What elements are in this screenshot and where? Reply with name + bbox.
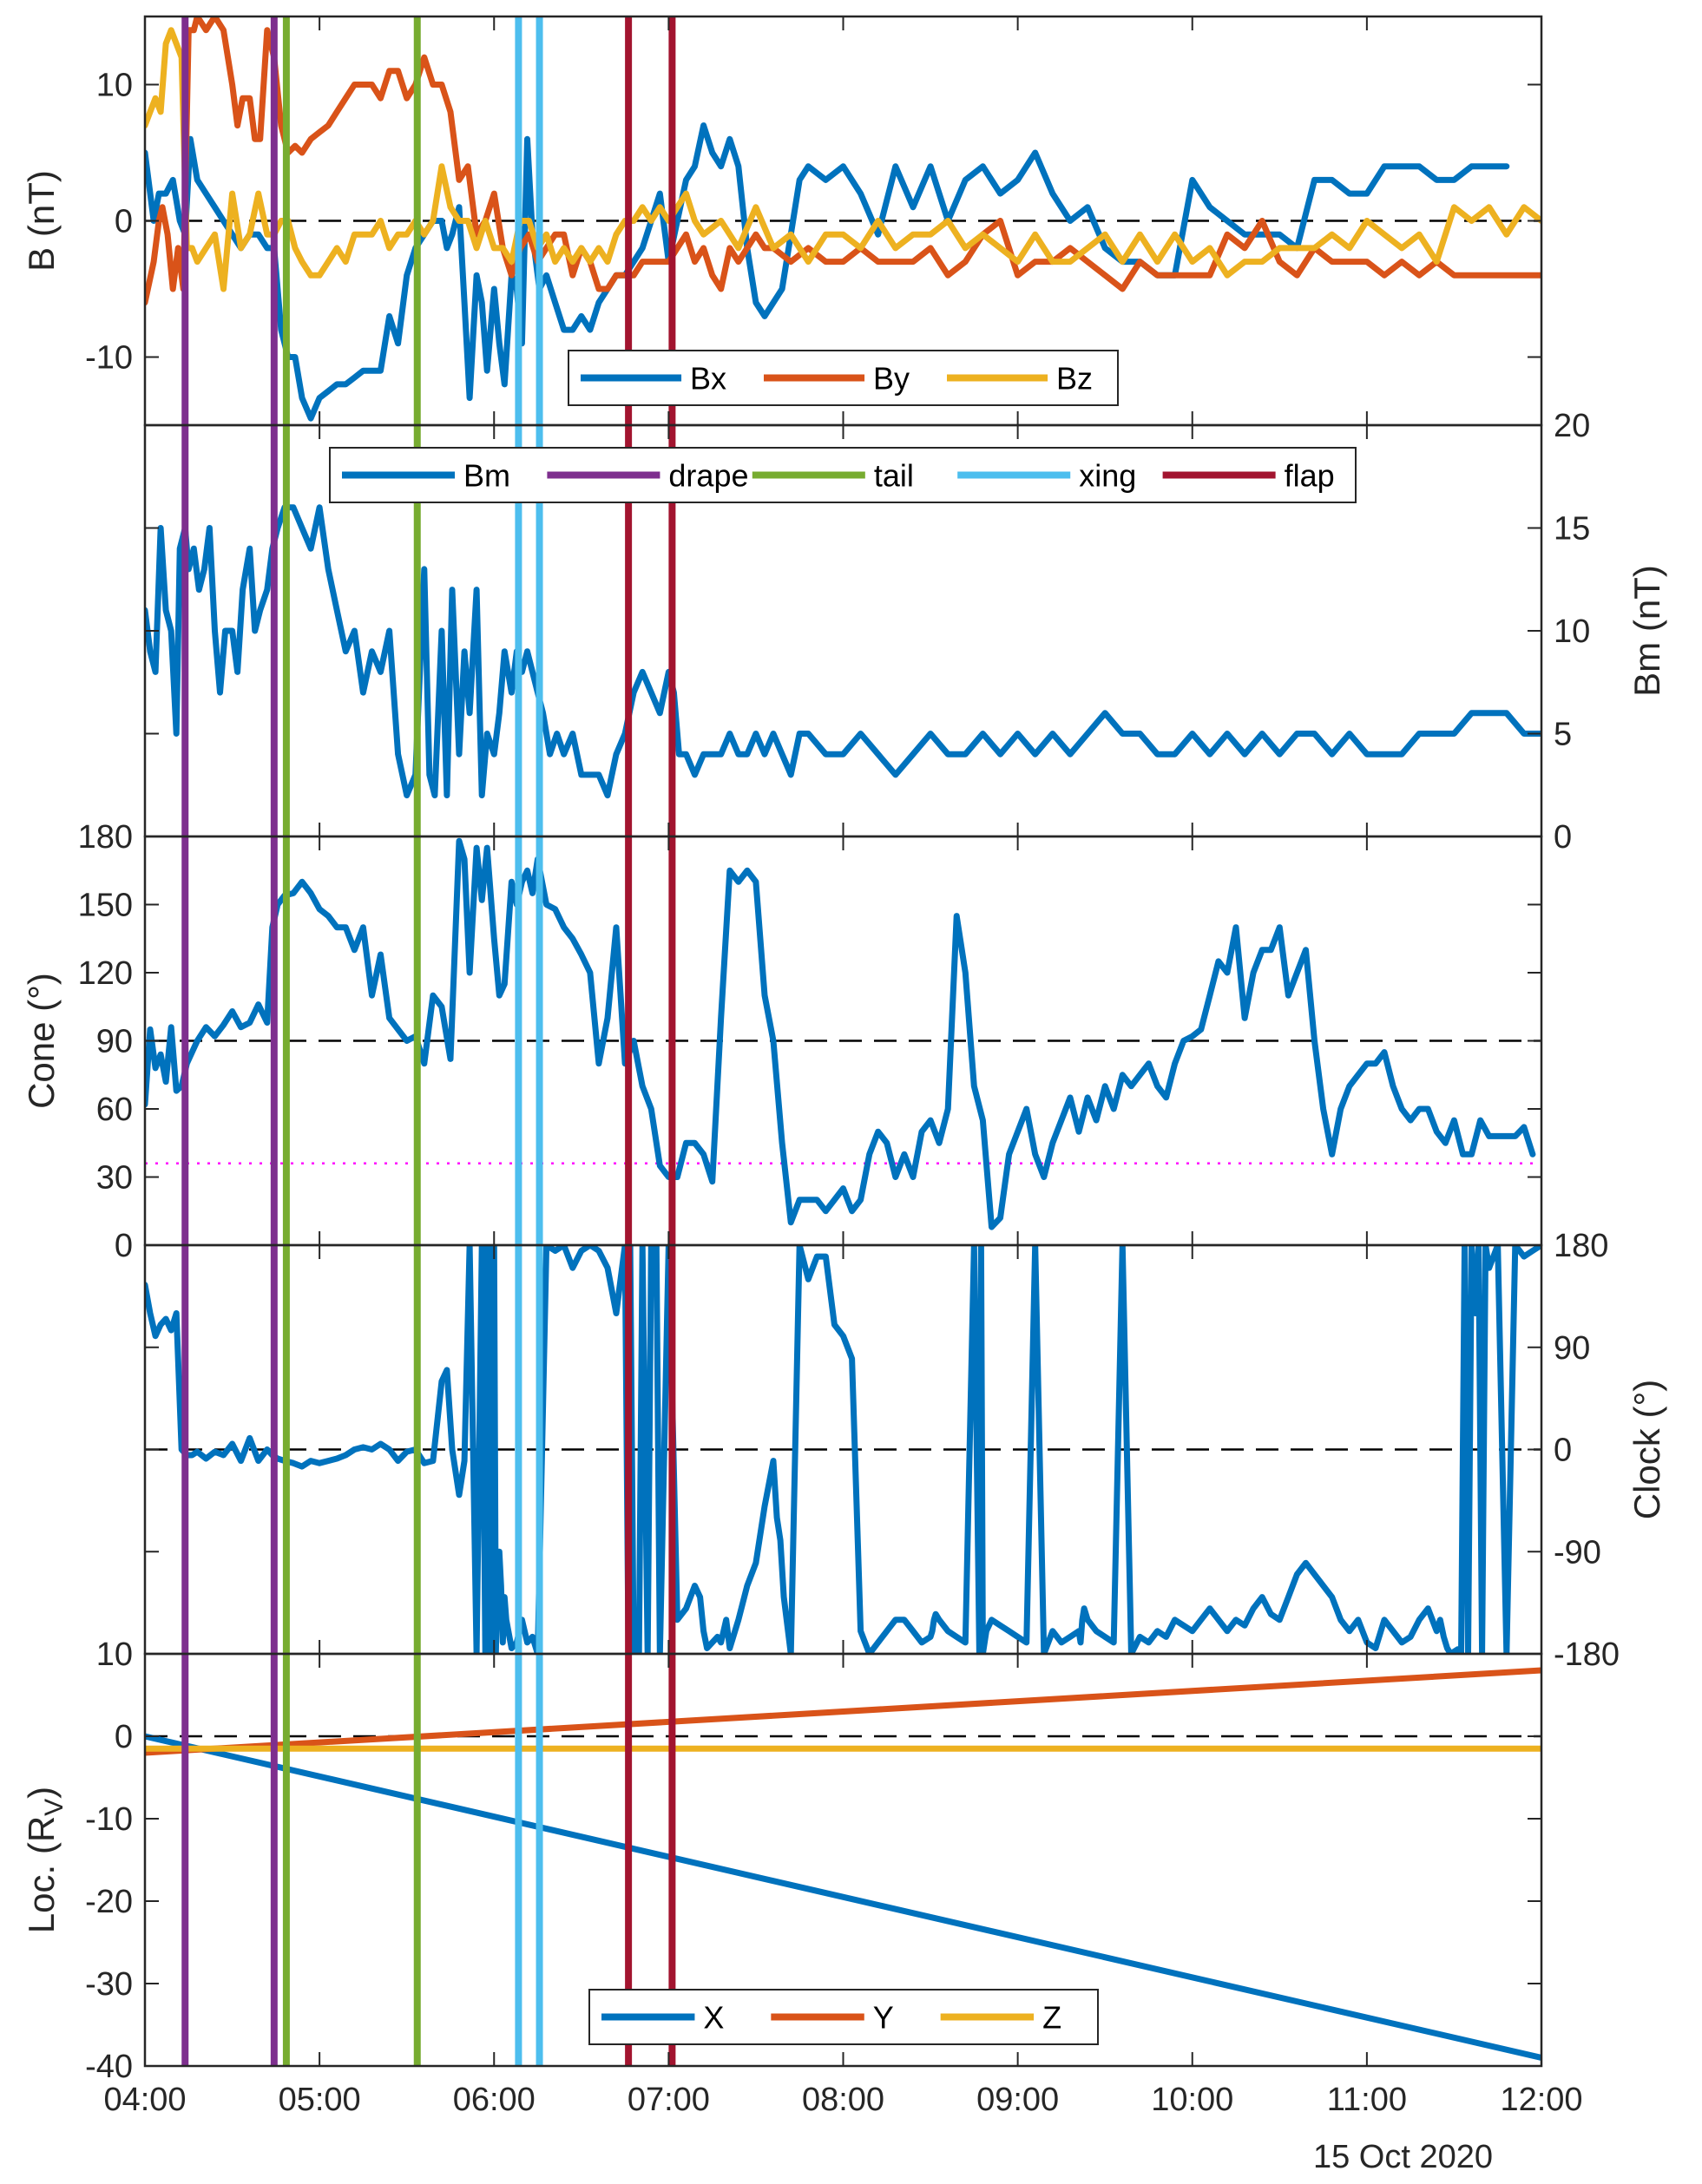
y-axis-label: B (nT) bbox=[21, 170, 62, 272]
y-tick-label: 0 bbox=[115, 1719, 133, 1755]
x-tick-label: 08:00 bbox=[802, 2082, 884, 2118]
y-tick-label: 10 bbox=[96, 68, 133, 104]
legend-label-flap: flap bbox=[1285, 458, 1335, 494]
x-tick-label: 09:00 bbox=[976, 2082, 1059, 2118]
panel-location bbox=[145, 1667, 1541, 2061]
y-tick-label: 10 bbox=[1554, 613, 1590, 650]
panels-layer bbox=[145, 16, 1541, 2061]
panel-b-magnitude bbox=[145, 504, 1541, 799]
y-axis-label-part: Loc. (R bbox=[21, 1816, 62, 1933]
axes-location: -40 -30 -20 -10 0 10 Loc. (RV) bbox=[21, 1636, 1543, 2085]
y-tick-label: 5 bbox=[1554, 717, 1572, 753]
y-axis-label: Clock (°) bbox=[1626, 1380, 1667, 1519]
axes-clock-angle: -180 -90 0 90 180 Clock (°) bbox=[143, 1228, 1667, 1673]
y-tick-label: 180 bbox=[1554, 1228, 1608, 1264]
legend-label-by: By bbox=[873, 361, 910, 397]
y-tick-label: -10 bbox=[85, 1801, 133, 1838]
legend-b-components: Bx By Bz bbox=[568, 350, 1119, 406]
x-axis-date-label: 15 Oct 2020 bbox=[1313, 2139, 1493, 2175]
y-tick-label: 0 bbox=[1554, 1433, 1572, 1469]
y-tick-label: 15 bbox=[1554, 511, 1590, 548]
y-tick-label: 180 bbox=[78, 819, 133, 856]
y-tick-label: -90 bbox=[1554, 1534, 1601, 1571]
legend-label-x: X bbox=[703, 2000, 724, 2036]
y-tick-label: -10 bbox=[85, 340, 133, 377]
y-tick-label: -20 bbox=[85, 1884, 133, 1920]
panel-cone-angle bbox=[145, 837, 1541, 1230]
x-axis: 15 Oct 2020 04:00 05:00 06:00 07:00 08:00 09:… bbox=[103, 2082, 1582, 2175]
y-tick-label: 60 bbox=[96, 1092, 133, 1128]
x-tick-label: 10:00 bbox=[1151, 2082, 1233, 2118]
legend-label-bz: Bz bbox=[1056, 361, 1093, 397]
x-tick-label: 06:00 bbox=[453, 2082, 536, 2118]
legend-label-bx: Bx bbox=[690, 361, 726, 397]
legend-label-y: Y bbox=[873, 2000, 894, 2036]
y-axis-label: Loc. (RV) bbox=[21, 1787, 69, 1933]
y-tick-label: 120 bbox=[78, 955, 133, 992]
x-tick-label: 07:00 bbox=[628, 2082, 710, 2118]
y-tick-label: 0 bbox=[115, 1228, 133, 1264]
x-tick-label: 05:00 bbox=[279, 2082, 361, 2118]
y-tick-label: 0 bbox=[115, 204, 133, 240]
series-line-clock bbox=[145, 1245, 1541, 1654]
y-tick-label: 30 bbox=[96, 1160, 133, 1197]
y-tick-label: -30 bbox=[85, 1966, 133, 2003]
y-tick-label: -40 bbox=[85, 2049, 133, 2085]
y-axis-label: Cone (°) bbox=[21, 973, 62, 1109]
y-tick-label: -180 bbox=[1554, 1636, 1620, 1673]
axes-b-magnitude: 0 5 10 15 20 Bm (nT) bbox=[143, 408, 1667, 856]
axes-b-components: -10 0 10 B (nT) bbox=[21, 15, 1543, 427]
series-line-cone bbox=[145, 837, 1536, 1230]
series-line-by bbox=[145, 16, 1541, 306]
x-tick-label: 11:00 bbox=[1327, 2082, 1407, 2118]
legend-label-tail: tail bbox=[874, 458, 914, 494]
legend-label-bm: Bm bbox=[463, 458, 510, 494]
legend-location: X Y Z bbox=[588, 1989, 1099, 2045]
y-tick-label: 90 bbox=[96, 1024, 133, 1060]
series-line-x bbox=[145, 1733, 1541, 2061]
y-tick-label: 150 bbox=[78, 888, 133, 924]
panel-clock-angle bbox=[145, 1245, 1541, 1654]
y-axis-label-part: V bbox=[40, 1799, 69, 1816]
axes-frames-layer: -10 0 10 B (nT) 0 5 10 15 20 Bm (nT) 0 30 60 90 120 150… bbox=[21, 15, 1667, 2085]
legend-b-magnitude: Bm drape tail xing flap bbox=[329, 447, 1357, 503]
y-tick-label: 90 bbox=[1554, 1330, 1590, 1367]
y-axis-label-part: ) bbox=[21, 1787, 62, 1799]
legend-label-z: Z bbox=[1042, 2000, 1061, 2036]
y-tick-label: 0 bbox=[1554, 819, 1572, 856]
y-axis-label: Bm (nT) bbox=[1626, 565, 1667, 697]
legend-label-drape: drape bbox=[668, 458, 748, 494]
x-tick-label: 04:00 bbox=[103, 2082, 186, 2118]
series-line-y bbox=[145, 1667, 1541, 1756]
panel-b-components bbox=[145, 16, 1541, 422]
event-lines-layer bbox=[181, 16, 676, 2066]
series-line-bm bbox=[145, 504, 1541, 799]
legends-layer: Bx By Bz Bm drape tail xing flap X Y Z bbox=[329, 350, 1357, 2045]
x-tick-label: 12:00 bbox=[1500, 2082, 1582, 2118]
series-line-bz bbox=[145, 27, 1541, 292]
y-tick-label: 10 bbox=[96, 1636, 133, 1673]
y-tick-label: 20 bbox=[1554, 408, 1590, 444]
legend-label-xing: xing bbox=[1079, 458, 1136, 494]
